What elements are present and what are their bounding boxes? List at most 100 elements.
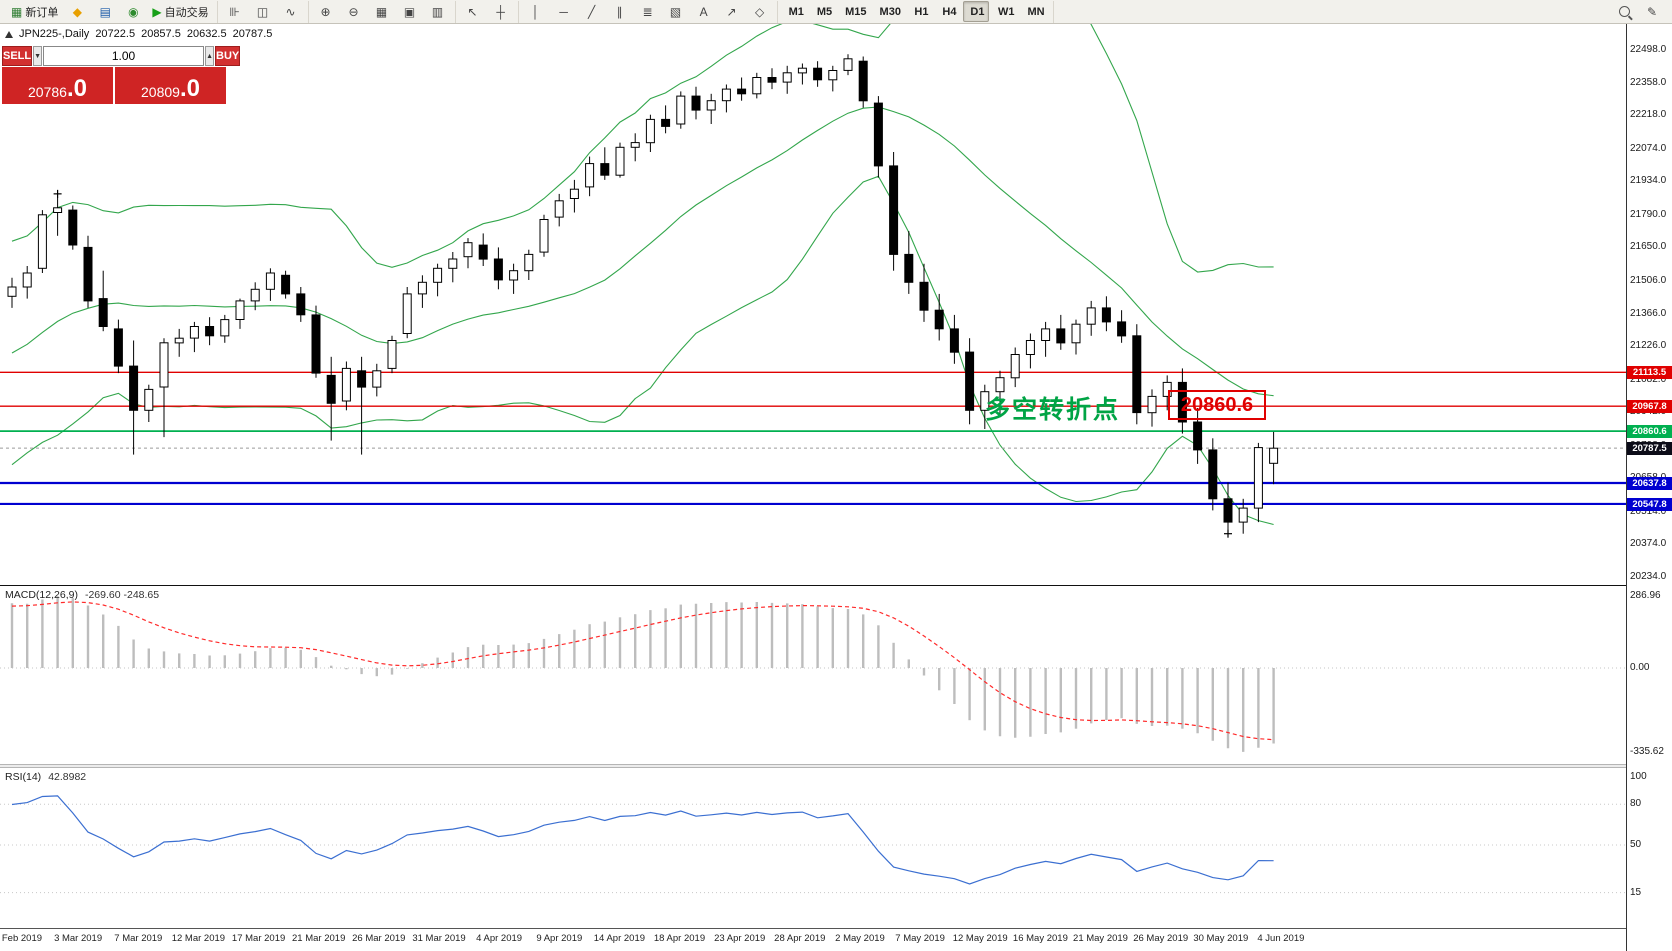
price-target-box[interactable]: 20860.6 <box>1168 390 1266 420</box>
volume-increase-button[interactable]: ▲ <box>205 46 214 66</box>
chart-type-group: ⊪ ◫ ∿ <box>218 0 309 23</box>
tf-m5-label: M5 <box>816 5 833 18</box>
tile-windows-icon: ▦ <box>375 4 388 19</box>
tf-m1[interactable]: M1 <box>782 1 808 22</box>
trendline-icon[interactable]: ╱ <box>579 1 605 22</box>
date-label: 12 May 2019 <box>952 933 1008 944</box>
shapes-icon[interactable]: ▧ <box>663 1 689 22</box>
price-tick-label: 20374.0 <box>1630 538 1667 550</box>
date-label: 12 Mar 2019 <box>171 933 226 944</box>
tf-w1[interactable]: W1 <box>991 1 1019 22</box>
edit-icon: ✎ <box>1646 4 1658 19</box>
price-tick-label: 22358.0 <box>1630 76 1667 88</box>
date-label: 16 May 2019 <box>1012 933 1068 944</box>
chart-high: 20857.5 <box>141 28 181 40</box>
tf-h4[interactable]: H4 <box>935 1 961 22</box>
auto-trading-button[interactable]: ▶ 自动交易 <box>148 1 212 22</box>
price-tick-label: 22218.0 <box>1630 109 1667 121</box>
price-axis[interactable]: 22498.0 22358.0 22218.0 22074.0 21934.0 21790… <box>1626 24 1672 951</box>
level-price-label: 20637.8 <box>1627 476 1672 490</box>
macd-title: MACD(12,26,9) -269.60 -248.65 <box>5 589 159 601</box>
edit-icon[interactable]: ✎ <box>1639 1 1665 22</box>
charts-icon: ▤ <box>99 4 112 19</box>
cascade-windows-icon[interactable]: ▣ <box>397 1 423 22</box>
price-tick-label: 21506.0 <box>1630 274 1667 286</box>
panel-splitter[interactable] <box>0 764 1626 768</box>
sell-button[interactable]: SELL <box>2 46 33 66</box>
price-tick-label: 21226.0 <box>1630 340 1667 352</box>
objects-group: │ ─ ╱ ∥ ≣ ▧ A ↗ ◇ <box>519 0 778 23</box>
search-icon <box>1618 6 1630 17</box>
arrow-tool-icon[interactable]: ↗ <box>719 1 745 22</box>
channel-icon[interactable]: ∥ <box>607 1 633 22</box>
macd-panel[interactable]: MACD(12,26,9) -269.60 -248.65 <box>0 586 1626 765</box>
new-order-button[interactable]: ▦ 新订单 <box>7 1 62 22</box>
chart-low: 20632.5 <box>186 28 227 40</box>
bar-chart-icon[interactable]: ⊪ <box>222 1 248 22</box>
date-label: 18 Apr 2019 <box>653 933 706 944</box>
current-price-label: 20787.5 <box>1627 441 1672 455</box>
rsi-title: RSI(14) 42.8982 <box>5 771 86 783</box>
fibonacci-icon: ≣ <box>642 4 653 19</box>
chart-symbol-period: JPN225-,Daily <box>19 28 90 40</box>
arrange-windows-icon[interactable]: ▥ <box>425 1 451 22</box>
profile-icon[interactable]: ◆ <box>64 1 90 22</box>
candlestick-chart-icon[interactable]: ◫ <box>250 1 276 22</box>
zoom-in-icon[interactable]: ⊕ <box>313 1 339 22</box>
tf-mn[interactable]: MN <box>1020 1 1048 22</box>
text-tool-icon: A <box>699 4 708 19</box>
one-click-trading-panel: SELL ▼ ▲ BUY 20786.0 20809.0 <box>2 46 241 104</box>
tf-w1-label: W1 <box>997 5 1015 18</box>
sell-price-button[interactable]: 20786.0 <box>2 67 113 104</box>
tile-windows-icon[interactable]: ▦ <box>369 1 395 22</box>
shapes-icon: ▧ <box>669 4 682 19</box>
new-order-button-label: 新订单 <box>25 6 59 19</box>
buy-button[interactable]: BUY <box>215 46 241 66</box>
horizontal-line-icon[interactable]: ─ <box>551 1 577 22</box>
charts-icon[interactable]: ▤ <box>92 1 118 22</box>
price-chart-svg <box>0 24 1626 538</box>
tf-d1[interactable]: D1 <box>962 1 989 22</box>
turning-point-annotation[interactable]: 多空转折点 <box>985 396 1121 424</box>
search-icon[interactable] <box>1611 1 1637 22</box>
news-icon[interactable]: ◉ <box>120 1 146 22</box>
tf-h1[interactable]: H1 <box>907 1 933 22</box>
zoom-out-icon[interactable]: ⊖ <box>341 1 367 22</box>
buy-price-main: 20809 <box>141 84 180 100</box>
buy-price-button[interactable]: 20809.0 <box>115 67 226 104</box>
line-chart-icon[interactable]: ∿ <box>278 1 304 22</box>
objects-list-icon[interactable]: ◇ <box>747 1 773 22</box>
chart-info: JPN225-,Daily 20722.5 20857.5 20632.5 20… <box>5 28 272 40</box>
tf-m15[interactable]: M15 <box>838 1 870 22</box>
cursor-icon[interactable]: ↖ <box>460 1 486 22</box>
time-axis[interactable]: 6 Feb 2019 3 Mar 2019 7 Mar 2019 12 Mar 201… <box>0 929 1626 951</box>
rsi-axis-label: 100 <box>1630 771 1647 782</box>
line-chart-icon: ∿ <box>285 4 296 19</box>
level-price-label: 21113.5 <box>1627 365 1672 379</box>
price-tick-label: 20514.0 <box>1630 505 1667 517</box>
date-label: 26 May 2019 <box>1133 933 1189 944</box>
rsi-panel[interactable]: RSI(14) 42.8982 <box>0 768 1626 929</box>
tf-m30[interactable]: M30 <box>873 1 905 22</box>
tf-m5[interactable]: M5 <box>810 1 836 22</box>
zoom-out-icon: ⊖ <box>348 4 359 19</box>
vertical-line-icon[interactable]: │ <box>523 1 549 22</box>
buy-price-fraction: .0 <box>179 75 200 102</box>
toolbar: ▦ 新订单 ◆ ▤ ◉ ▶ 自动交易 ⊪ ◫ ∿ ⊕ ⊖ ▦ ▣ ▥ ↖ ┼ │ ─ ╱ ∥ ≣ ▧ A ↗ ◇ M1 M5 M15 M3… <box>0 0 1672 24</box>
volume-decrease-button[interactable]: ▼ <box>33 46 43 66</box>
new-order-button: ▦ <box>11 4 23 19</box>
cursor-icon: ↖ <box>467 4 478 19</box>
text-tool-icon[interactable]: A <box>691 1 717 22</box>
fibonacci-icon[interactable]: ≣ <box>635 1 661 22</box>
macd-axis-label: 286.96 <box>1630 590 1661 602</box>
chart-canvas[interactable]: JPN225-,Daily 20722.5 20857.5 20632.5 20… <box>0 24 1626 586</box>
price-tick-label: 21934.0 <box>1630 175 1667 187</box>
volume-input[interactable] <box>43 46 205 66</box>
profile-icon: ◆ <box>72 4 82 19</box>
crosshair-icon[interactable]: ┼ <box>488 1 514 22</box>
auto-trading-button-label: 自动交易 <box>164 6 209 19</box>
tf-mn-label: MN <box>1027 5 1045 18</box>
price-tick-label: 22498.0 <box>1630 44 1667 55</box>
date-label: 4 Jun 2019 <box>1257 933 1305 944</box>
rsi-axis-label: 15 <box>1630 886 1642 898</box>
